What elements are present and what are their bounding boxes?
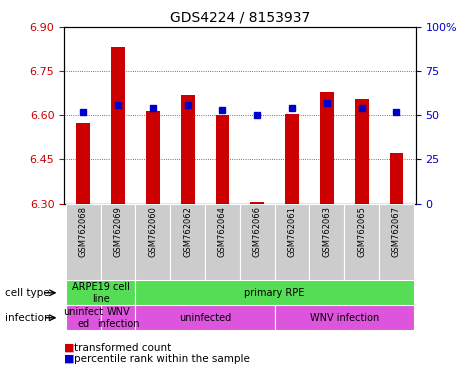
Text: primary RPE: primary RPE (245, 288, 305, 298)
Bar (275, 305, 414, 330)
Bar (285, 114, 299, 204)
Bar (66, 280, 135, 305)
Bar (101, 204, 135, 280)
Bar (275, 204, 310, 280)
Bar (135, 305, 275, 330)
Text: infection: infection (5, 313, 50, 323)
Text: GSM762064: GSM762064 (218, 206, 227, 257)
Text: uninfect
ed: uninfect ed (63, 307, 104, 329)
Text: GSM762060: GSM762060 (148, 206, 157, 257)
Bar (379, 204, 414, 280)
Text: cell type: cell type (5, 288, 49, 298)
Bar (146, 111, 160, 204)
Text: percentile rank within the sample: percentile rank within the sample (74, 354, 249, 364)
Bar (180, 94, 195, 204)
Bar (310, 204, 344, 280)
Bar (135, 204, 170, 280)
Bar (355, 99, 369, 204)
Text: GSM762068: GSM762068 (79, 206, 88, 257)
Text: ARPE19 cell
line: ARPE19 cell line (72, 282, 130, 304)
Text: GSM762066: GSM762066 (253, 206, 262, 257)
Bar (66, 204, 101, 280)
Text: ■: ■ (64, 354, 75, 364)
Title: GDS4224 / 8153937: GDS4224 / 8153937 (170, 10, 310, 24)
Bar (390, 154, 403, 204)
Text: WNV
infection: WNV infection (97, 307, 139, 329)
Text: uninfected: uninfected (179, 313, 231, 323)
Text: GSM762065: GSM762065 (357, 206, 366, 257)
Bar (111, 48, 125, 204)
Text: ■: ■ (64, 343, 75, 353)
Bar (76, 122, 90, 204)
Text: WNV infection: WNV infection (310, 313, 379, 323)
Bar (320, 92, 334, 204)
Text: GSM762061: GSM762061 (287, 206, 296, 257)
Text: GSM762062: GSM762062 (183, 206, 192, 257)
Bar (216, 115, 229, 204)
Bar (344, 204, 379, 280)
Bar (101, 305, 135, 330)
Text: transformed count: transformed count (74, 343, 171, 353)
Bar (66, 305, 101, 330)
Bar (170, 204, 205, 280)
Bar (135, 280, 414, 305)
Bar (205, 204, 240, 280)
Text: GSM762063: GSM762063 (323, 206, 332, 257)
Text: GSM762069: GSM762069 (114, 206, 123, 257)
Bar (250, 202, 264, 204)
Text: GSM762067: GSM762067 (392, 206, 401, 257)
Bar (240, 204, 275, 280)
